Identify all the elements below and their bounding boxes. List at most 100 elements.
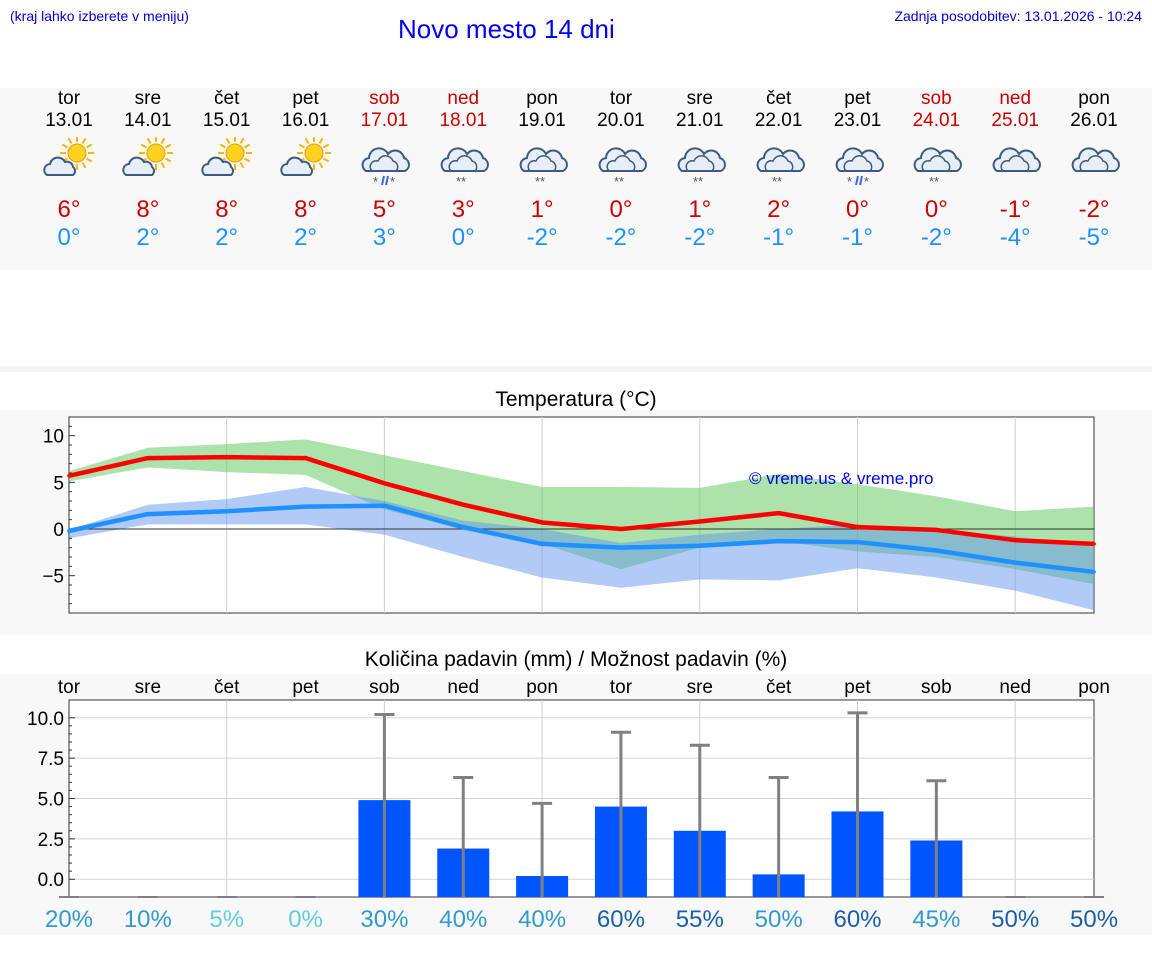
day-column: pet 23.01 * * 0° -1° [818, 88, 897, 252]
day-name: pet [844, 88, 871, 109]
day-column: ned 18.01 ** 3° 0° [424, 88, 503, 252]
day-date: 20.01 [597, 110, 645, 131]
day-date: 23.01 [833, 110, 882, 131]
svg-text:*: * [390, 174, 395, 189]
svg-text:*: * [373, 174, 378, 189]
svg-text:*: * [847, 174, 852, 189]
day-column: tor 13.01 6° 0° [30, 88, 109, 252]
day-column: čet 15.01 8° 2° [187, 88, 266, 252]
max-temperature: 8° [215, 196, 239, 223]
day-column: ned 25.01 -1° -4° [976, 88, 1055, 252]
max-temperature: 0° [846, 196, 869, 223]
max-temperature: -2° [1078, 196, 1110, 223]
max-temperature: 8° [136, 196, 160, 223]
max-temperature: 3° [451, 196, 475, 223]
day-name: ned [447, 88, 480, 109]
day-name: tor [609, 88, 633, 109]
day-date: 25.01 [991, 110, 1039, 131]
day-name: čet [765, 88, 792, 109]
precipitation-panel [0, 674, 1152, 935]
temperature-panel [0, 410, 1152, 635]
svg-text:**: ** [929, 174, 939, 189]
cloud-snow-icon: ** [660, 132, 739, 194]
day-column: sre 21.01 ** 1° -2° [660, 88, 739, 252]
day-name: čet [214, 88, 240, 109]
max-temperature: 2° [767, 196, 791, 223]
day-name: sob [369, 88, 400, 109]
day-name: sre [686, 88, 713, 109]
max-temperature: 5° [372, 196, 396, 223]
day-date: 18.01 [439, 110, 488, 131]
cloud-snow-icon: ** [739, 132, 818, 194]
sun-cloud-icon [266, 132, 345, 194]
svg-text:*: * [864, 174, 869, 189]
day-date: 17.01 [360, 110, 409, 131]
min-temperature: -2° [920, 224, 952, 251]
day-column: pet 16.01 8° 2° [266, 88, 345, 252]
cloud-sleet-icon: * * [345, 132, 424, 194]
temperature-chart-title: Temperatura (°C) [495, 388, 657, 411]
min-temperature: 0° [57, 224, 81, 251]
max-temperature: 8° [294, 196, 318, 223]
min-temperature: -4° [999, 224, 1031, 251]
svg-text:**: ** [614, 174, 624, 189]
min-temperature: -2° [605, 224, 637, 251]
min-temperature: 0° [451, 224, 475, 251]
day-date: 16.01 [281, 110, 330, 131]
day-column: tor 20.01 ** 0° -2° [581, 88, 660, 252]
min-temperature: 3° [372, 224, 396, 251]
min-temperature: -5° [1078, 224, 1110, 251]
cloud-snow-icon: ** [581, 132, 660, 194]
day-date: 15.01 [202, 110, 251, 131]
separator [0, 366, 1152, 372]
cloud-snow-icon: ** [424, 132, 503, 194]
day-name: pet [292, 88, 319, 109]
day-date: 13.01 [45, 110, 93, 131]
svg-text:**: ** [456, 174, 466, 189]
day-name: ned [999, 88, 1032, 109]
max-temperature: 6° [57, 196, 81, 223]
day-date: 14.01 [124, 110, 172, 131]
page-title: Novo mesto 14 dni [398, 14, 615, 44]
svg-text:**: ** [693, 174, 703, 189]
day-column: pon 26.01 -2° -5° [1055, 88, 1134, 252]
day-date: 21.01 [676, 110, 724, 131]
cloud-icon [1055, 132, 1134, 194]
day-column: pon 19.01 ** 1° -2° [503, 88, 582, 252]
max-temperature: 0° [609, 196, 633, 223]
hint-text: (kraj lahko izberete v meniju) [10, 8, 189, 24]
min-temperature: 2° [215, 224, 239, 251]
sun-cloud-icon [108, 132, 187, 194]
day-column: sob 24.01 ** 0° -2° [897, 88, 976, 252]
cloud-sleet-icon: * * [818, 132, 897, 194]
day-column: sob 17.01 * * 5° 3° [345, 88, 424, 252]
cloud-snow-icon: ** [503, 132, 582, 194]
day-date: 24.01 [912, 110, 961, 131]
max-temperature: 0° [924, 196, 948, 223]
precipitation-chart-title: Količina padavin (mm) / Možnost padavin … [364, 648, 788, 671]
cloud-snow-icon: ** [897, 132, 976, 194]
min-temperature: -1° [763, 224, 795, 251]
cloud-icon [976, 132, 1055, 194]
day-name: tor [57, 88, 81, 109]
last-update: Zadnja posodobitev: 13.01.2026 - 10:24 [894, 8, 1142, 24]
day-date: 22.01 [754, 110, 803, 131]
max-temperature: 1° [530, 196, 554, 223]
svg-text:**: ** [535, 174, 545, 189]
day-name: pon [1078, 88, 1110, 109]
min-temperature: -2° [526, 224, 558, 251]
min-temperature: -2° [684, 224, 716, 251]
day-date: 19.01 [518, 110, 566, 131]
min-temperature: 2° [294, 224, 318, 251]
sun-cloud-icon [30, 132, 109, 194]
day-name: pon [526, 88, 558, 109]
day-name: sre [134, 88, 162, 109]
day-date: 26.01 [1070, 110, 1118, 131]
sun-cloud-icon [187, 132, 266, 194]
daily-forecast-strip [0, 88, 1152, 270]
day-column: sre 14.01 8° 2° [108, 88, 187, 252]
max-temperature: 1° [688, 196, 712, 223]
min-temperature: -1° [842, 224, 873, 251]
min-temperature: 2° [136, 224, 160, 251]
svg-text:**: ** [772, 174, 782, 189]
